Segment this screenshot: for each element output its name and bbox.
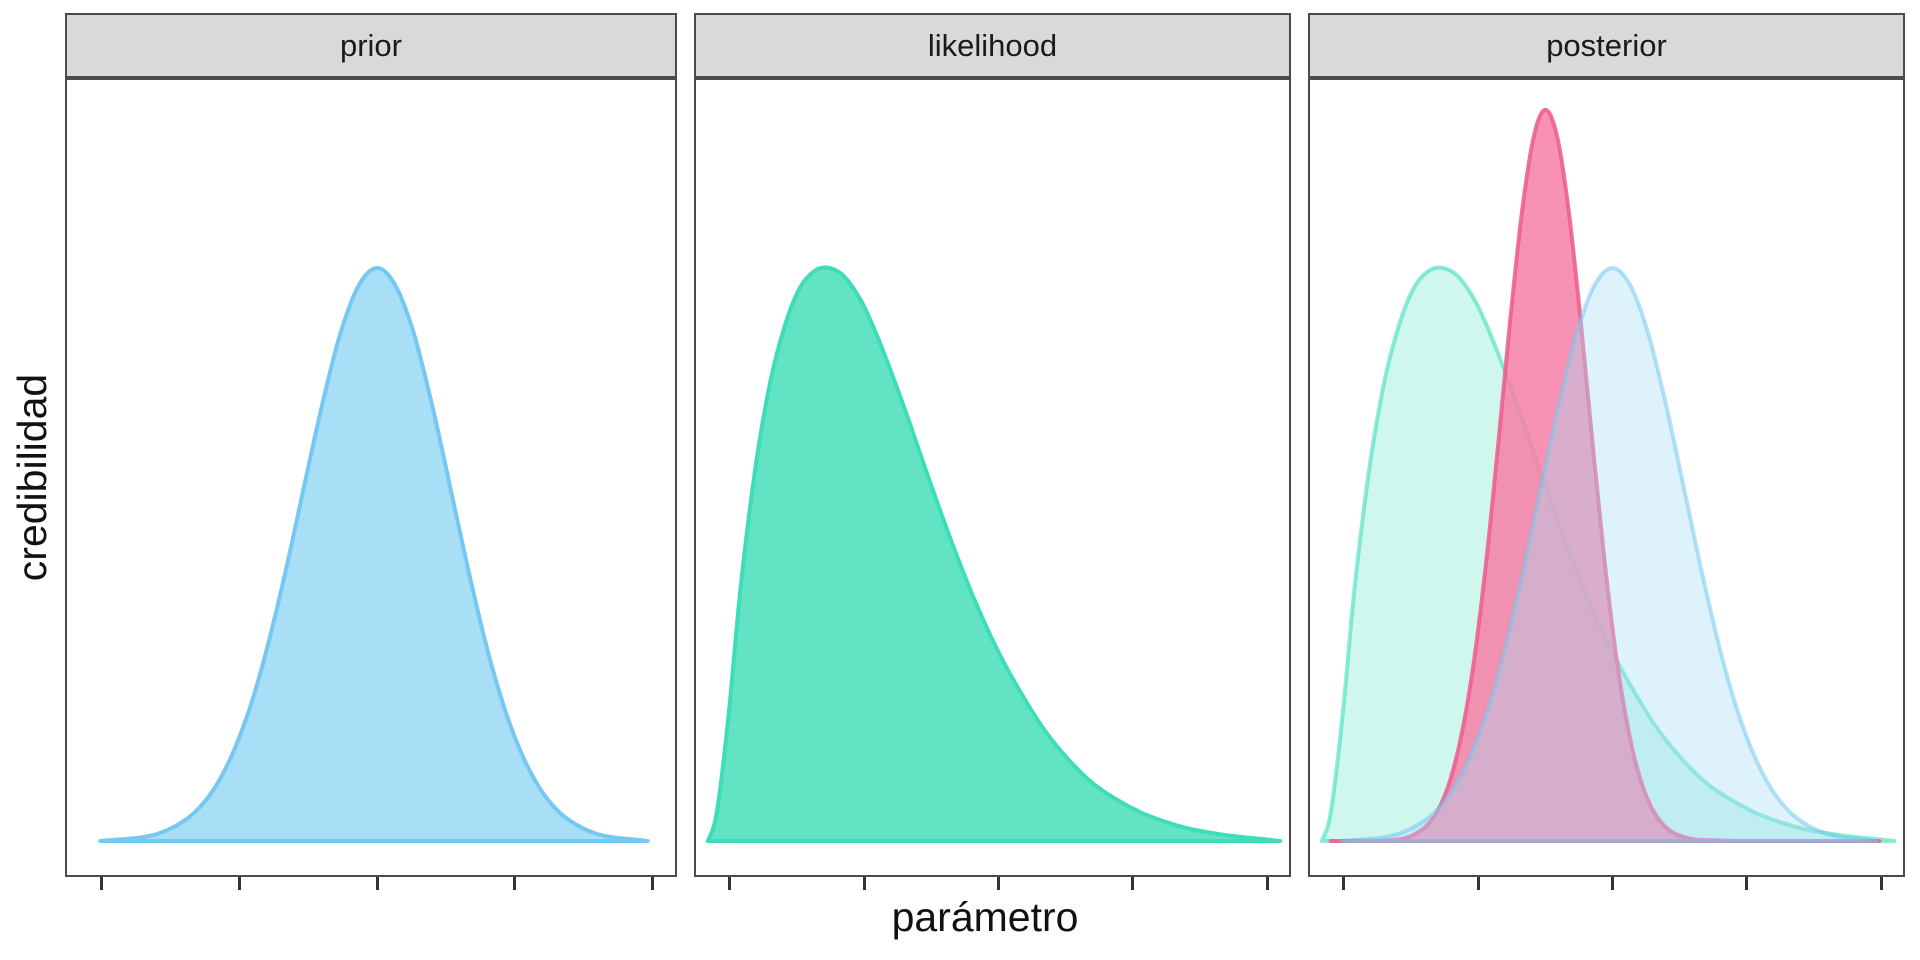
posterior-density-curve — [1328, 107, 1882, 844]
x-axis-tick — [1610, 877, 1614, 890]
x-axis-tick — [1476, 877, 1480, 890]
x-axis-tick — [1265, 877, 1269, 890]
strip-prior-label: prior — [339, 27, 402, 63]
x-axis-tick — [728, 877, 732, 890]
x-axis-tick — [375, 877, 379, 890]
likelihood-density-plot — [705, 265, 1283, 843]
facet-panels: prior likelihood posterior — [65, 13, 1920, 892]
panel-posterior — [1308, 78, 1905, 877]
x-axis-tick — [1342, 877, 1346, 890]
x-axis-tick — [1879, 877, 1883, 890]
strip-posterior: posterior — [1308, 13, 1905, 78]
y-axis-title-text: credibilidad — [9, 373, 55, 582]
facet-column-prior: prior — [65, 13, 677, 892]
prior-ghost-curve — [1340, 266, 1879, 843]
x-axis-tick — [862, 877, 866, 890]
x-axis-tick — [100, 877, 104, 890]
prior-density-curve — [98, 266, 650, 843]
facet-column-posterior: posterior — [1308, 13, 1905, 892]
strip-posterior-label: posterior — [1546, 27, 1667, 63]
x-axis-tick — [996, 877, 1000, 890]
x-axis-tick — [513, 877, 517, 890]
x-axis-tick — [237, 877, 241, 890]
x-axis-ticks-prior — [65, 877, 677, 892]
x-axis-ticks-likelihood — [694, 877, 1291, 892]
posterior-density-plot — [1319, 107, 1897, 844]
x-axis-tick — [1131, 877, 1135, 890]
panel-likelihood — [694, 78, 1291, 877]
likelihood-density-curve — [705, 265, 1283, 843]
strip-prior: prior — [65, 13, 677, 78]
x-axis-title: parámetro — [891, 894, 1079, 940]
x-axis-tick — [1745, 877, 1749, 890]
facet-column-likelihood: likelihood — [694, 13, 1291, 892]
x-axis-ticks-posterior — [1308, 877, 1905, 892]
strip-likelihood-label: likelihood — [927, 27, 1058, 63]
panel-prior — [65, 78, 677, 877]
y-axis-title: credibilidad — [0, 78, 65, 877]
prior-density-plot — [98, 266, 650, 843]
strip-likelihood: likelihood — [694, 13, 1291, 78]
x-axis-tick — [651, 877, 655, 890]
